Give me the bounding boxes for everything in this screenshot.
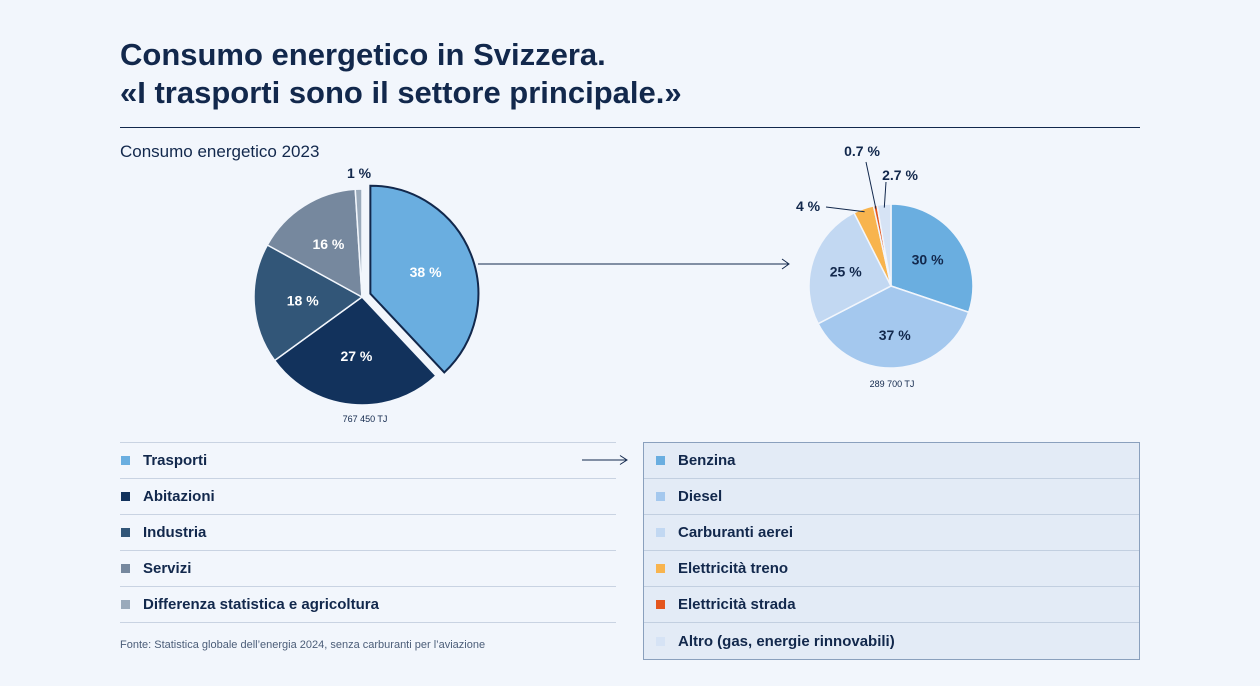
pie-slice-carburanti-aerei [808,211,893,325]
leader-line-elettricita-strada [865,161,877,209]
pie-label-abitazioni: 27 % [340,348,372,364]
legend-item-elettricita-treno: Elettricità treno [644,551,1139,587]
legend-label: Industria [143,524,207,541]
connector-arrow [478,258,790,270]
title-line-2: «I trasporti sono il settore principale.… [120,75,682,110]
transport-legend: Benzina Diesel Carburanti aerei Elettric… [643,442,1140,660]
legend-label: Trasporti [143,452,208,469]
legend-swatch [656,528,665,537]
pie-label-servizi: 16 % [312,236,344,252]
legend-label: Abitazioni [143,488,215,505]
pie-label-elettricita-strada: 0.7 % [844,143,880,159]
pie-main: 38 % 27 % 18 % 16 % 1 % [253,165,480,406]
legend-swatch [121,600,130,609]
pie-transport: 30 % 37 % 25 % 4 % 0.7 %2.7 % [796,143,974,369]
legend-swatch [656,636,665,646]
leader-line-elettricita-treno [825,206,865,213]
legend-swatch [656,492,665,501]
pie-slice-abitazioni [273,296,437,406]
legend-item-industria: Industria [120,515,616,551]
legend-label: Elettricità treno [678,560,789,577]
legend-swatch [656,564,665,573]
legend-label: Differenza statistica e agricoltura [143,596,379,613]
pie-slice-trasporti [369,184,480,374]
pie-slice-servizi [266,188,363,299]
legend-label: Benzina [678,452,736,469]
legend-label: Carburanti aerei [678,524,794,541]
legend-item-carburanti-aerei: Carburanti aerei [644,515,1139,551]
leader-line-altro-gas-energie-rinnovabili [883,181,887,208]
legend-item-diesel: Diesel [644,479,1139,515]
legend-swatch [121,528,130,537]
title-line-1: Consumo energetico in Svizzera. [120,37,606,72]
pie-slice-diesel [817,285,970,369]
pie-label-altro-gas-energie-rinnovabili: 2.7 % [882,167,918,183]
legend-swatch [656,456,665,465]
legend-item-abitazioni: Abitazioni [120,479,616,515]
legend-item-altro: Altro (gas, energie rinnovabili) [644,623,1139,659]
chart-subtitle: Consumo energetico 2023 [120,142,320,161]
legend-swatch [121,492,130,501]
legend-item-elettricita-strada: Elettricità strada [644,587,1139,623]
title-divider [120,127,1140,128]
legend-item-servizi: Servizi [120,551,616,587]
pie-label-diesel: 37 % [879,327,911,343]
legend-arrow-icon [582,455,628,465]
legend-label: Diesel [678,488,723,505]
legend-swatch [121,456,130,465]
pie-slice-benzina [890,203,974,314]
pie-label-differenza-statistica-e-agricoltura: 1 % [347,165,372,181]
legend-label: Servizi [143,560,192,577]
legend-swatch [121,564,130,573]
legend-item-differenza: Differenza statistica e agricoltura [120,587,616,623]
pie-label-benzina: 30 % [912,252,944,268]
pie-slice-industria [253,243,364,362]
pie-label-industria: 18 % [287,293,319,309]
legend-label: Elettricità strada [678,596,796,613]
main-total-label: 767 450 TJ [343,414,388,424]
legend-swatch [656,600,665,609]
pie-slice-altro-gas-energie-rinnovabili [876,203,892,287]
page-title: Consumo energetico in Svizzera. «I trasp… [120,36,682,112]
legend-item-trasporti: Trasporti [120,443,616,479]
pie-label-elettricita-treno: 4 % [796,198,821,214]
legend-item-benzina: Benzina [644,443,1139,479]
pie-label-carburanti-aerei: 25 % [830,263,862,279]
pie-label-trasporti: 38 % [410,264,442,280]
source-note: Fonte: Statistica globale dell’energia 2… [120,639,486,651]
transport-total-label: 289 700 TJ [870,379,915,389]
pie-slice-differenza-statistica-e-agricoltura [354,188,363,298]
legend-label: Altro (gas, energie rinnovabili) [678,632,895,650]
sector-legend: Trasporti Abitazioni Industria Servizi D… [120,442,616,623]
